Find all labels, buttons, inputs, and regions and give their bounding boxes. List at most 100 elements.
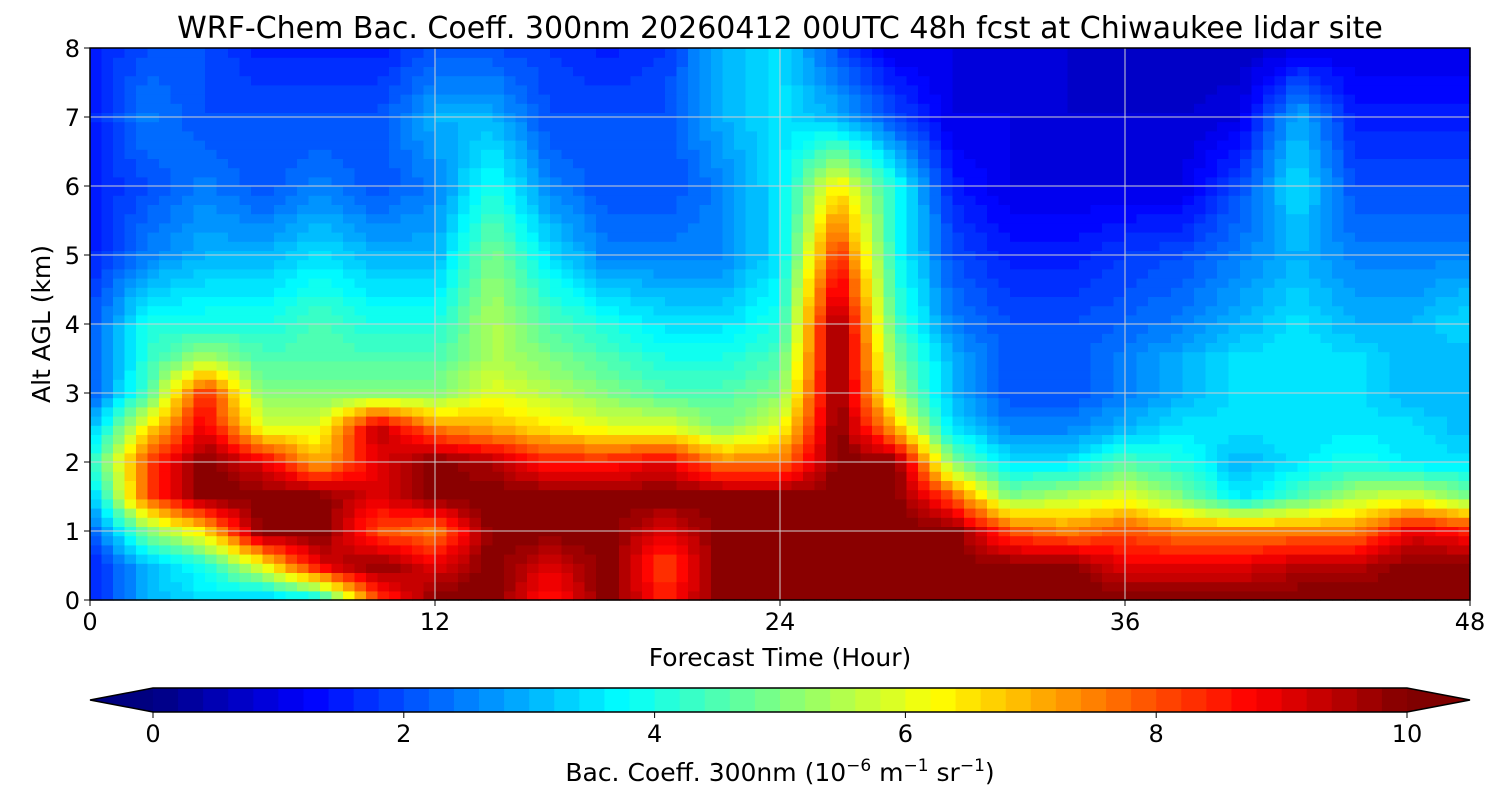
heatmap-cell [699, 554, 712, 564]
heatmap-cell [745, 351, 758, 362]
heatmap-cell [918, 232, 931, 242]
heatmap-cell [435, 222, 448, 233]
heatmap-cell [469, 563, 482, 573]
heatmap-cell [998, 324, 1011, 334]
heatmap-cell [205, 259, 218, 270]
heatmap-cell [228, 296, 241, 307]
heatmap-cell [849, 544, 862, 555]
heatmap-cell [975, 563, 988, 573]
heatmap-cell [331, 57, 344, 67]
heatmap-cell [607, 581, 620, 592]
heatmap-cell [423, 222, 436, 233]
heatmap-cell [366, 84, 379, 95]
heatmap-cell [745, 324, 758, 334]
heatmap-cell [147, 57, 160, 67]
heatmap-cell [527, 379, 540, 389]
heatmap-cell [711, 121, 724, 132]
heatmap-cell [481, 590, 494, 601]
heatmap-cell [573, 140, 586, 150]
heatmap-cell [262, 103, 275, 113]
heatmap-cell [987, 397, 1000, 408]
heatmap-cell [354, 48, 367, 58]
heatmap-cell [251, 471, 264, 481]
heatmap-cell [400, 416, 413, 426]
heatmap-cell [182, 222, 195, 233]
heatmap-cell [515, 268, 528, 279]
heatmap-cell [826, 268, 839, 279]
heatmap-cell [262, 84, 275, 95]
heatmap-cell [113, 121, 126, 132]
heatmap-cell [297, 406, 310, 417]
heatmap-cell [435, 462, 448, 472]
heatmap-cell [688, 176, 701, 187]
heatmap-cell [895, 480, 908, 491]
heatmap-cell [918, 480, 931, 491]
heatmap-cell [527, 370, 540, 380]
heatmap-cell [918, 296, 931, 307]
heatmap-cell [584, 57, 597, 67]
heatmap-cell [285, 351, 298, 362]
heatmap-cell [642, 406, 655, 417]
heatmap-cell [285, 57, 298, 67]
heatmap-cell [274, 324, 287, 334]
heatmap-cell [423, 103, 436, 113]
heatmap-cell [987, 360, 1000, 371]
heatmap-cell [849, 84, 862, 95]
heatmap-cell [124, 158, 137, 169]
heatmap-cell [872, 287, 885, 297]
heatmap-cell [584, 241, 597, 251]
heatmap-cell [780, 130, 793, 141]
heatmap-cell [952, 204, 965, 215]
heatmap-cell [722, 278, 735, 288]
heatmap-cell [389, 103, 402, 113]
heatmap-cell [366, 416, 379, 426]
heatmap-cell [435, 489, 448, 500]
heatmap-cell [492, 241, 505, 251]
heatmap-cell [389, 425, 402, 435]
heatmap-cell [607, 140, 620, 150]
heatmap-cell [331, 590, 344, 601]
heatmap-cell [803, 305, 816, 316]
heatmap-cell [101, 167, 114, 178]
heatmap-cell [251, 416, 264, 426]
heatmap-cell [193, 554, 206, 564]
heatmap-cell [849, 581, 862, 592]
heatmap-cell [1033, 480, 1046, 491]
heatmap-cell [389, 480, 402, 491]
heatmap-cell [929, 572, 942, 583]
heatmap-cell [136, 324, 149, 334]
heatmap-cell [285, 278, 298, 288]
heatmap-cell [435, 66, 448, 77]
heatmap-cell [147, 370, 160, 380]
heatmap-cell [331, 563, 344, 573]
heatmap-cell [573, 314, 586, 325]
heatmap-cell [561, 84, 574, 95]
heatmap-cell [423, 158, 436, 169]
heatmap-cell [446, 342, 459, 353]
heatmap-cell [308, 130, 321, 141]
heatmap-cell [366, 370, 379, 380]
heatmap-cell [883, 268, 896, 279]
heatmap-cell [780, 287, 793, 297]
heatmap-cell [343, 213, 356, 224]
heatmap-cell [837, 498, 850, 509]
heatmap-cell [515, 544, 528, 555]
heatmap-cell [308, 305, 321, 316]
heatmap-cell [101, 462, 114, 472]
heatmap-cell [573, 517, 586, 527]
heatmap-cell [412, 324, 425, 334]
heatmap-cell [653, 590, 666, 601]
heatmap-cell [262, 324, 275, 334]
heatmap-cell [722, 130, 735, 141]
heatmap-cell [918, 416, 931, 426]
heatmap-cell [975, 508, 988, 518]
heatmap-cell [607, 296, 620, 307]
heatmap-cell [216, 416, 229, 426]
heatmap-cell [665, 195, 678, 205]
heatmap-cell [653, 324, 666, 334]
heatmap-cell [929, 222, 942, 233]
heatmap-cell [538, 204, 551, 215]
heatmap-cell [780, 434, 793, 445]
heatmap-cell [481, 213, 494, 224]
heatmap-cell [619, 425, 632, 435]
